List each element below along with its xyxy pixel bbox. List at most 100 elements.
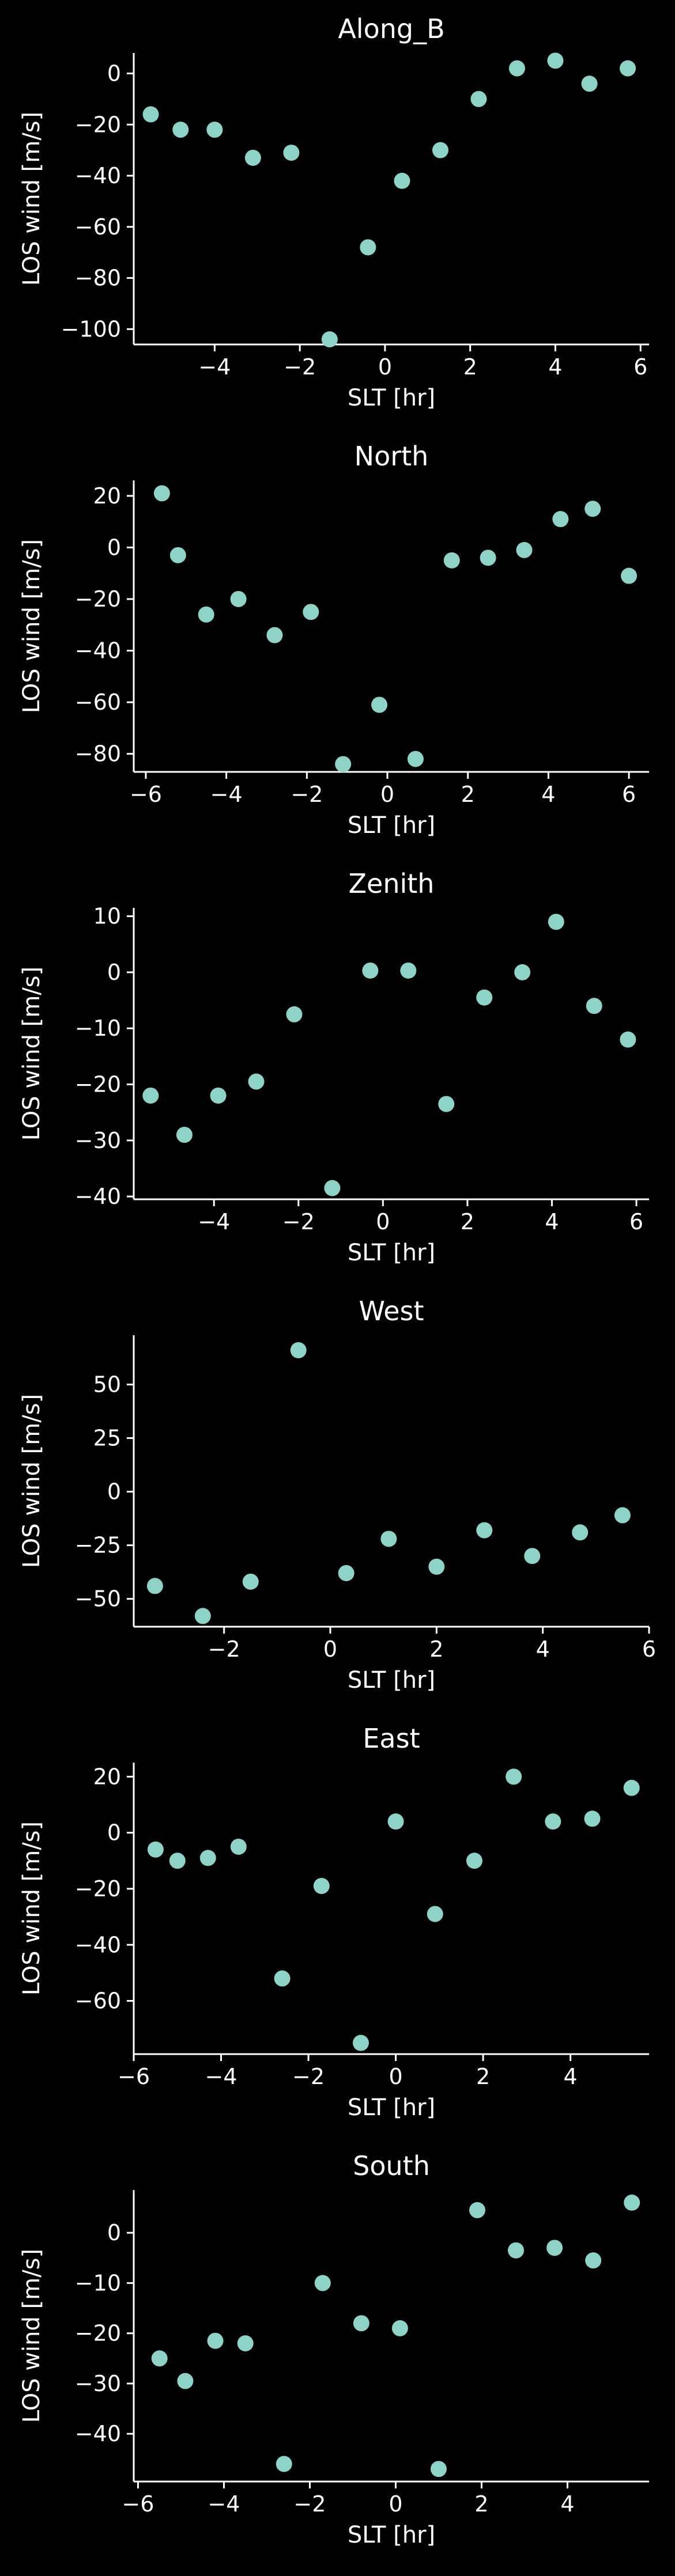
data-point <box>581 75 598 92</box>
x-tick-label: −4 <box>198 1209 230 1234</box>
data-point <box>443 552 460 569</box>
data-point <box>172 122 189 138</box>
data-point <box>352 2035 369 2051</box>
x-tick-label: 6 <box>622 782 636 807</box>
x-tick-label: 0 <box>378 354 392 380</box>
y-tick-label: 0 <box>107 960 121 985</box>
data-point <box>286 1006 303 1022</box>
x-axis-label: SLT [hr] <box>348 1240 435 1266</box>
data-point <box>206 122 223 138</box>
y-tick-label: −40 <box>75 1184 121 1209</box>
data-point <box>362 962 379 979</box>
chart-title: Along_B <box>338 13 444 44</box>
data-point <box>476 1522 493 1539</box>
y-tick-label: −10 <box>75 2270 121 2295</box>
data-point <box>177 2373 194 2389</box>
data-point <box>142 106 159 123</box>
x-tick-label: 4 <box>536 1636 550 1662</box>
data-point <box>248 1073 265 1090</box>
data-point <box>324 1180 341 1196</box>
data-point <box>466 1853 482 1869</box>
y-tick-label: −20 <box>75 112 121 137</box>
data-point <box>371 696 388 713</box>
data-point <box>303 604 319 620</box>
x-tick-label: 6 <box>642 1636 656 1662</box>
x-tick-label: 4 <box>548 354 562 380</box>
data-point <box>391 2320 408 2336</box>
data-point <box>237 2335 254 2352</box>
x-tick-label: 0 <box>323 1636 337 1662</box>
chart-title: North <box>355 441 429 472</box>
data-point <box>552 511 569 528</box>
x-axis-label: SLT [hr] <box>348 385 435 411</box>
data-point <box>514 964 531 980</box>
y-tick-label: 50 <box>93 1372 121 1397</box>
x-tick-label: −4 <box>208 2491 240 2517</box>
data-point <box>470 90 487 107</box>
x-axis-label: SLT [hr] <box>348 1667 435 1694</box>
x-tick-label: 0 <box>380 782 394 807</box>
x-tick-label: 4 <box>564 2064 578 2089</box>
y-tick-label: 20 <box>93 1764 121 1789</box>
y-tick-label: −60 <box>75 1988 121 2014</box>
data-point <box>276 2456 292 2472</box>
x-axis-label: SLT [hr] <box>348 2094 435 2121</box>
data-point <box>614 1507 631 1524</box>
data-point <box>283 145 300 161</box>
data-point <box>508 60 525 77</box>
x-tick-label: −2 <box>292 2064 325 2089</box>
x-axis-label: SLT [hr] <box>348 812 435 839</box>
data-point <box>623 1779 640 1796</box>
x-tick-label: −6 <box>130 782 162 807</box>
y-tick-label: −20 <box>75 586 121 612</box>
y-tick-label: −40 <box>75 1932 121 1957</box>
x-tick-label: 0 <box>389 2064 402 2089</box>
y-tick-label: −40 <box>75 163 121 188</box>
data-point <box>207 2332 224 2349</box>
chart-title: East <box>363 1723 420 1754</box>
y-tick-label: −50 <box>75 1586 121 1612</box>
x-tick-label: −2 <box>282 1209 315 1234</box>
data-point <box>546 2240 563 2256</box>
y-axis-label: LOS wind [m/s] <box>18 539 45 713</box>
x-tick-label: 2 <box>461 782 475 807</box>
y-axis-label: LOS wind [m/s] <box>18 1821 45 1995</box>
x-tick-label: 2 <box>474 2491 488 2517</box>
data-point <box>586 998 602 1014</box>
data-point <box>321 331 338 348</box>
x-tick-label: −2 <box>293 2491 326 2517</box>
x-tick-label: −6 <box>118 2064 150 2089</box>
data-point <box>624 2194 640 2211</box>
data-point <box>621 567 638 584</box>
data-point <box>585 501 601 517</box>
x-tick-label: 2 <box>463 354 477 380</box>
data-point <box>169 1853 186 1869</box>
y-tick-label: −25 <box>75 1533 121 1558</box>
x-tick-label: 0 <box>376 1209 390 1234</box>
y-axis-label: LOS wind [m/s] <box>18 967 45 1141</box>
chart-title: Zenith <box>349 868 435 899</box>
chart-title: West <box>359 1295 424 1327</box>
data-point <box>210 1087 227 1104</box>
x-tick-label: −4 <box>198 354 231 380</box>
y-tick-label: −30 <box>75 1128 121 1153</box>
data-point <box>516 541 533 558</box>
data-point <box>548 914 564 930</box>
data-point <box>244 149 261 166</box>
x-tick-label: −6 <box>122 2491 154 2517</box>
x-tick-label: 4 <box>541 782 555 807</box>
data-point <box>194 1608 211 1624</box>
x-tick-label: 2 <box>461 1209 474 1234</box>
data-point <box>198 606 214 623</box>
data-point <box>430 2461 447 2477</box>
data-point <box>585 2252 602 2269</box>
x-tick-label: 4 <box>545 1209 559 1234</box>
data-point <box>230 1838 247 1855</box>
data-point <box>147 1841 164 1858</box>
y-tick-label: 10 <box>93 904 121 929</box>
x-tick-label: −2 <box>291 782 323 807</box>
data-point <box>360 239 376 256</box>
